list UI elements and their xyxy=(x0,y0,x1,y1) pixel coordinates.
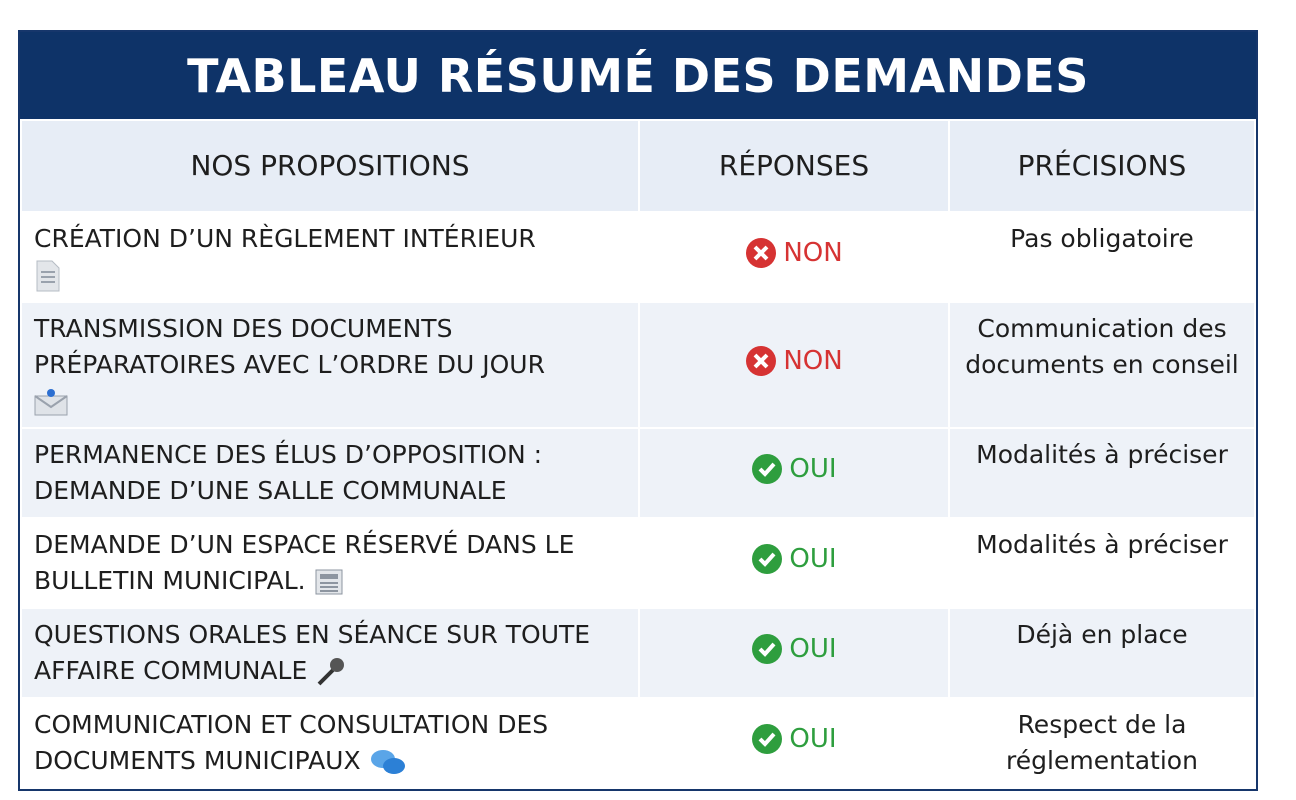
response: OUI xyxy=(638,607,950,699)
no-icon xyxy=(746,238,777,268)
microphone-icon xyxy=(317,658,345,686)
header-row: NOS PROPOSITIONS RÉPONSES PRÉCISIONS xyxy=(20,119,1256,213)
proposition-text: QUESTIONS ORALES EN SÉANCE SUR TOUTE AFF… xyxy=(34,620,591,685)
column-header: RÉPONSES xyxy=(638,119,950,213)
response-text: OUI xyxy=(789,634,837,664)
response-text: NON xyxy=(783,238,843,268)
column-header: NOS PROPOSITIONS xyxy=(20,119,640,213)
proposition-text: TRANSMISSION DES DOCUMENTS PRÉPARATOIRES… xyxy=(34,314,545,379)
row: QUESTIONS ORALES EN SÉANCE SUR TOUTE AFF… xyxy=(20,607,1256,699)
row: CRÉATION D’UN RÈGLEMENT INTÉRIEUR NON Pa… xyxy=(20,211,1256,303)
row: COMMUNICATION ET CONSULTATION DES DOCUME… xyxy=(20,697,1256,789)
response-text: OUI xyxy=(789,724,837,754)
proposition-text: CRÉATION D’UN RÈGLEMENT INTÉRIEUR xyxy=(34,224,536,253)
envelope-icon xyxy=(34,389,68,416)
row: DEMANDE D’UN ESPACE RÉSERVÉ DANS LE BULL… xyxy=(20,517,1256,609)
no-icon xyxy=(746,346,777,376)
newspaper-icon xyxy=(315,569,343,595)
response: OUI xyxy=(638,517,950,609)
response: NON xyxy=(638,211,950,303)
response-text: OUI xyxy=(789,454,837,484)
summary-table: TABLEAU RÉSUMÉ DES DEMANDES NOS PROPOSIT… xyxy=(18,30,1258,791)
proposition: DEMANDE D’UN ESPACE RÉSERVÉ DANS LE BULL… xyxy=(20,517,640,609)
response-text: OUI xyxy=(789,544,837,574)
response: NON xyxy=(638,301,950,429)
column-header: PRÉCISIONS xyxy=(948,119,1256,213)
response: OUI xyxy=(638,427,950,519)
yes-icon xyxy=(752,454,783,484)
precision: Communication des documents en conseil xyxy=(948,301,1256,429)
document-icon xyxy=(36,260,60,292)
yes-icon xyxy=(752,544,783,574)
proposition: COMMUNICATION ET CONSULTATION DES DOCUME… xyxy=(20,697,640,789)
precision: Modalités à préciser xyxy=(948,517,1256,609)
proposition-text: DEMANDE D’UN ESPACE RÉSERVÉ DANS LE BULL… xyxy=(34,530,575,595)
response-text: NON xyxy=(783,346,843,376)
precision: Pas obligatoire xyxy=(948,211,1256,303)
title: TABLEAU RÉSUMÉ DES DEMANDES xyxy=(20,32,1256,119)
proposition-text: COMMUNICATION ET CONSULTATION DES DOCUME… xyxy=(34,710,549,775)
precision: Modalités à préciser xyxy=(948,427,1256,519)
proposition-text: PERMANENCE DES ÉLUS D’OPPOSITION : DEMAN… xyxy=(34,440,543,505)
row: TRANSMISSION DES DOCUMENTS PRÉPARATOIRES… xyxy=(20,301,1256,429)
precision: Respect de la réglementation xyxy=(948,697,1256,789)
table: NOS PROPOSITIONS RÉPONSES PRÉCISIONS CRÉ… xyxy=(20,119,1256,789)
proposition: QUESTIONS ORALES EN SÉANCE SUR TOUTE AFF… xyxy=(20,607,640,699)
proposition: TRANSMISSION DES DOCUMENTS PRÉPARATOIRES… xyxy=(20,301,640,429)
proposition: PERMANENCE DES ÉLUS D’OPPOSITION : DEMAN… xyxy=(20,427,640,519)
response: OUI xyxy=(638,697,950,789)
row: PERMANENCE DES ÉLUS D’OPPOSITION : DEMAN… xyxy=(20,427,1256,519)
yes-icon xyxy=(752,634,783,664)
precision: Déjà en place xyxy=(948,607,1256,699)
speech-icon xyxy=(370,750,405,774)
proposition: CRÉATION D’UN RÈGLEMENT INTÉRIEUR xyxy=(20,211,640,303)
yes-icon xyxy=(752,724,783,754)
